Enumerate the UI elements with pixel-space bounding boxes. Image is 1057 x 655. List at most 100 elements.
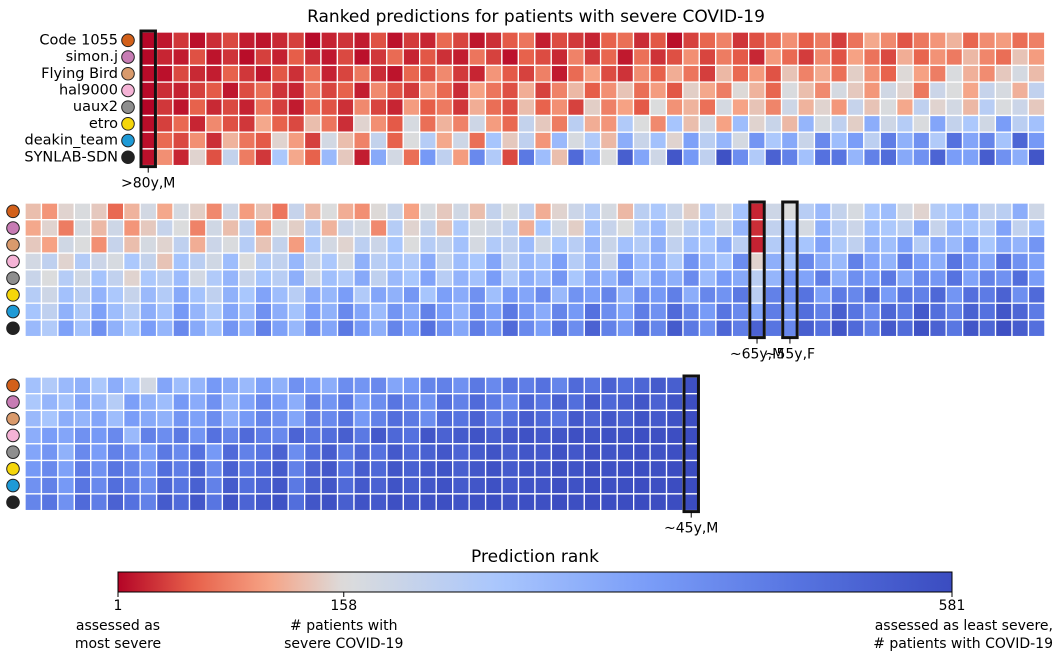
heat-cell — [435, 443, 454, 462]
heat-cell — [1011, 98, 1029, 117]
heat-cell — [254, 31, 273, 50]
heat-cell — [271, 202, 289, 221]
heat-cell — [155, 476, 174, 495]
heat-cell — [369, 235, 388, 254]
heat-cell — [188, 302, 207, 321]
heat-cell — [155, 285, 174, 304]
heat-cell — [813, 131, 832, 150]
heat-cell — [188, 493, 207, 512]
heat-cell — [715, 319, 734, 338]
heat-cell — [468, 252, 487, 271]
heat-cell — [24, 376, 43, 395]
heat-cell — [846, 31, 865, 50]
heat-cell — [550, 426, 569, 445]
heat-cell — [813, 114, 832, 133]
heat-cell — [320, 459, 339, 478]
heat-cell — [287, 64, 306, 83]
heat-cell — [698, 131, 717, 150]
heat-cell — [731, 202, 750, 221]
heat-cell — [830, 31, 849, 50]
heat-cell — [764, 131, 783, 150]
heat-cell — [418, 48, 437, 67]
heat-cell — [452, 393, 470, 412]
heat-cell — [188, 409, 207, 428]
heat-cell — [994, 235, 1013, 254]
heat-cell — [632, 48, 651, 67]
heat-cell — [797, 202, 816, 221]
heat-cell — [731, 319, 750, 338]
heat-cell — [616, 443, 635, 462]
heat-cell — [271, 285, 289, 304]
heat-cell — [386, 476, 404, 495]
heat-cell — [221, 426, 240, 445]
heat-cell — [567, 81, 585, 100]
heat-cell — [73, 393, 92, 412]
heat-cell — [567, 302, 585, 321]
heat-cell — [1027, 31, 1046, 50]
heat-cell — [501, 376, 520, 395]
heat-cell — [550, 302, 569, 321]
heat-cell — [221, 393, 240, 412]
heat-cell — [616, 376, 635, 395]
heat-cell — [896, 302, 914, 321]
heat-cell — [353, 285, 372, 304]
heat-cell — [912, 269, 931, 288]
heat-cell — [73, 285, 92, 304]
heat-cell — [155, 98, 174, 117]
heat-cell — [633, 459, 651, 478]
heat-cell — [238, 269, 256, 288]
heat-cell — [271, 302, 289, 321]
heat-cell — [402, 285, 421, 304]
heat-cell — [665, 376, 684, 395]
heat-cell — [435, 409, 454, 428]
heat-cell — [73, 476, 92, 495]
heat-cell — [534, 376, 553, 395]
heat-cell — [665, 409, 684, 428]
heat-cell — [912, 48, 931, 67]
heat-cell — [139, 409, 158, 428]
heat-cell — [649, 235, 668, 254]
heat-cell — [188, 114, 207, 133]
heat-cell — [238, 81, 256, 100]
heat-cell — [468, 319, 487, 338]
heat-cell — [583, 302, 602, 321]
heat-cell — [978, 131, 997, 150]
heat-cell — [254, 131, 273, 150]
heat-cell — [501, 426, 520, 445]
heat-cell — [978, 114, 997, 133]
heat-cell — [978, 285, 997, 304]
heat-cell — [978, 81, 997, 100]
heat-cell — [896, 269, 914, 288]
heat-cell — [24, 235, 43, 254]
heat-cell — [271, 409, 289, 428]
heat-cell — [320, 302, 339, 321]
heat-cell — [715, 64, 733, 83]
heat-cell — [599, 148, 618, 167]
heat-cell — [24, 302, 43, 321]
column-label: >80y,M — [121, 176, 175, 192]
heat-cell — [583, 235, 602, 254]
heat-cell — [978, 219, 997, 238]
heat-cell — [698, 114, 717, 133]
heat-cell — [287, 31, 306, 50]
heat-cell — [616, 148, 635, 167]
heat-cell — [419, 459, 437, 478]
heat-cell — [550, 443, 569, 462]
heat-cell — [550, 269, 569, 288]
heat-cell — [90, 319, 108, 338]
heat-cell — [172, 48, 190, 67]
heat-cell — [369, 31, 388, 50]
heat-cell — [402, 202, 421, 221]
heat-cell — [879, 219, 898, 238]
heat-cell — [336, 31, 355, 50]
heat-cell — [40, 302, 59, 321]
heat-cell — [583, 131, 602, 150]
heat-cell — [1011, 219, 1030, 238]
heat-cell — [863, 235, 882, 254]
heat-cell — [155, 252, 174, 271]
heat-cell — [386, 219, 404, 238]
heat-cell — [468, 131, 487, 150]
heat-cell — [567, 319, 585, 338]
heat-cell — [221, 476, 240, 495]
legend-dot — [6, 428, 20, 443]
